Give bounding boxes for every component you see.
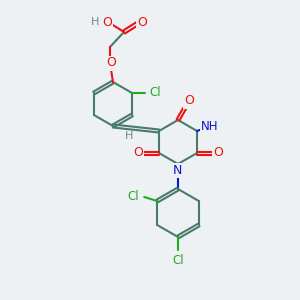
Text: O: O bbox=[137, 16, 147, 28]
Text: O: O bbox=[133, 146, 143, 160]
Text: O: O bbox=[102, 16, 112, 28]
Text: Cl: Cl bbox=[128, 190, 139, 203]
Text: Cl: Cl bbox=[172, 254, 184, 268]
Text: N: N bbox=[172, 164, 182, 176]
Text: H: H bbox=[91, 17, 99, 27]
Text: O: O bbox=[213, 146, 223, 160]
Text: NH: NH bbox=[201, 121, 219, 134]
Text: H: H bbox=[125, 131, 133, 142]
Text: O: O bbox=[184, 94, 194, 107]
Text: O: O bbox=[106, 56, 116, 70]
Text: Cl: Cl bbox=[149, 86, 161, 100]
